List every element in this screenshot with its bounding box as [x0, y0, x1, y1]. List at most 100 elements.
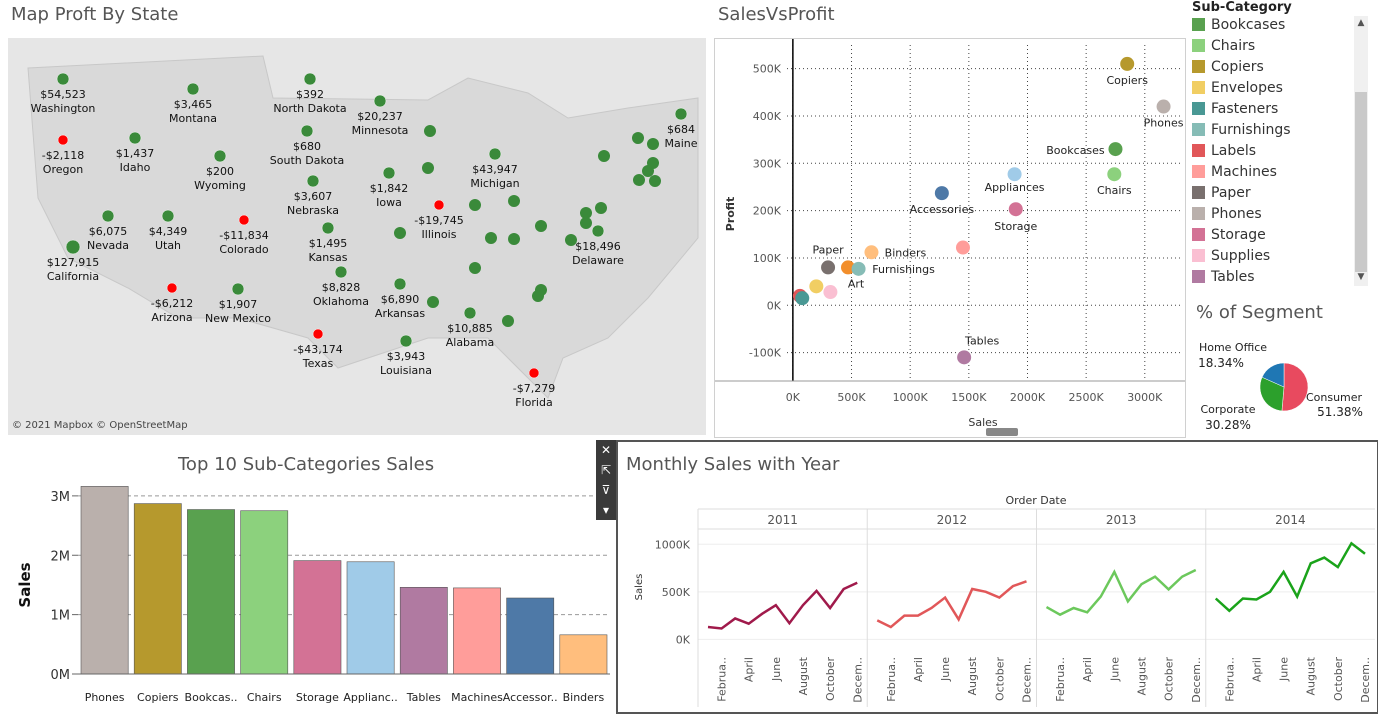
- state-name-label: Nevada: [87, 239, 129, 252]
- legend-label: Machines: [1211, 163, 1277, 180]
- month-tick-label: August: [1135, 656, 1148, 695]
- legend-item[interactable]: Phones: [1192, 203, 1352, 224]
- state-dot-south-dakota: [300, 124, 314, 138]
- state-name-label: Alabama: [446, 336, 495, 349]
- state-dot-new-mexico: [231, 282, 245, 296]
- state-dot: [469, 262, 481, 274]
- y-tick-label: 300K: [753, 157, 782, 170]
- legend-item[interactable]: Storage: [1192, 224, 1352, 245]
- state-dot: [633, 174, 645, 186]
- legend-item[interactable]: Fasteners: [1192, 98, 1352, 119]
- state-dot: [424, 125, 436, 137]
- state-name-label: Colorado: [219, 243, 268, 256]
- legend-label: Labels: [1211, 142, 1257, 159]
- legend-item[interactable]: Tables: [1192, 266, 1352, 287]
- legend-item[interactable]: Chairs: [1192, 35, 1352, 56]
- state-dot-oklahoma: [334, 265, 348, 279]
- y-tick-label: 100K: [753, 252, 782, 265]
- monthly-sales-line-chart[interactable]: Order Date Sales 0K 500K 1000K 2011 Februa.. Ap…: [618, 442, 1377, 712]
- year-header: 2012: [937, 513, 968, 527]
- scroll-up-icon[interactable]: ▲: [1357, 18, 1365, 28]
- top10-bar-chart[interactable]: 0M 1M 2M 3M Sales Phones Copiers Bookcas.. Chair…: [0, 480, 612, 712]
- state-name-label: California: [47, 270, 99, 283]
- state-value-label: -$7,279: [513, 382, 555, 395]
- state-name-label: Wyoming: [194, 179, 246, 192]
- scatter-point-phones: [1156, 99, 1171, 114]
- legend-item[interactable]: Bookcases: [1192, 14, 1352, 35]
- scatter-point-chairs: [1107, 167, 1122, 182]
- state-value-label: $43,947: [472, 163, 518, 176]
- scatter-point-label: Copiers: [1106, 74, 1148, 87]
- state-dot-montana: [186, 82, 200, 96]
- month-tick-label: Decem..: [1190, 657, 1203, 703]
- filter-icon[interactable]: ⊽: [601, 483, 611, 497]
- legend-item[interactable]: Supplies: [1192, 245, 1352, 266]
- legend-item[interactable]: Copiers: [1192, 56, 1352, 77]
- pie-slice-home-office: [1261, 362, 1285, 388]
- y-tick-label: 1000K: [655, 538, 691, 551]
- scatter-point-label: Paper: [812, 243, 844, 256]
- y-tick-label: 0M: [51, 668, 71, 683]
- state-dot-arizona: [166, 282, 178, 294]
- state-dot: [508, 195, 520, 207]
- state-name-label: Texas: [302, 357, 334, 370]
- state-value-label: $200: [206, 165, 234, 178]
- state-dot-oregon: [57, 134, 69, 146]
- legend-scrollbar[interactable]: ▲ ▼: [1354, 16, 1368, 286]
- line-series-2011: [707, 581, 858, 630]
- line-panel[interactable]: Monthly Sales with Year Order Date Sales 0…: [616, 440, 1378, 714]
- scatter-point-label: Phones: [1144, 117, 1184, 130]
- bar-phones: [80, 486, 129, 675]
- scrollbar-thumb[interactable]: [1355, 92, 1367, 272]
- sub-category-legend: Bookcases Chairs Copiers Envelopes Fasteners…: [1192, 14, 1352, 287]
- legend-item[interactable]: Paper: [1192, 182, 1352, 203]
- pie-title: % of Segment: [1196, 302, 1323, 323]
- close-icon[interactable]: ✕: [600, 443, 612, 457]
- legend-label: Paper: [1211, 184, 1251, 201]
- scatter-point-bookcases: [1108, 142, 1123, 157]
- legend-label: Envelopes: [1211, 79, 1283, 96]
- scatter-chart[interactable]: 0K 500K 1000K 1500K 2000K 2500K 3000K -100K 0K 10…: [715, 39, 1185, 437]
- state-value-label: -$43,174: [293, 343, 342, 356]
- legend-item[interactable]: Machines: [1192, 161, 1352, 182]
- state-value-label: -$19,745: [414, 214, 463, 227]
- bar-tables: [399, 587, 448, 675]
- state-value-label: $10,885: [447, 322, 493, 335]
- state-dot: [565, 234, 577, 246]
- scroll-down-icon[interactable]: ▼: [1357, 272, 1365, 282]
- pie-slice-name: Corporate: [1201, 403, 1256, 416]
- scatter-point-label: Bookcases: [1046, 144, 1105, 157]
- month-tick-label: Februa..: [716, 657, 729, 702]
- state-dot-delaware: [591, 224, 605, 238]
- open-external-icon[interactable]: ⇱: [600, 463, 612, 477]
- legend-item[interactable]: Furnishings: [1192, 119, 1352, 140]
- map-panel[interactable]: $54,523 Washington -$2,118 Oregon $1,437 Idah…: [8, 38, 706, 435]
- month-tick-label: June: [939, 657, 952, 682]
- legend-item[interactable]: Envelopes: [1192, 77, 1352, 98]
- month-tick-label: August: [797, 656, 810, 695]
- y-tick-label: 0K: [767, 299, 782, 312]
- scatter-point-envelopes: [809, 279, 824, 294]
- legend-label: Fasteners: [1211, 100, 1279, 117]
- legend-title: Sub-Category: [1192, 0, 1292, 15]
- state-dot: [598, 150, 610, 162]
- legend-item[interactable]: Labels: [1192, 140, 1352, 161]
- resize-handle[interactable]: [986, 428, 1018, 436]
- line-title: Monthly Sales with Year: [626, 454, 840, 475]
- scatter-point-paper: [821, 260, 836, 275]
- year-header: 2013: [1106, 513, 1137, 527]
- state-value-label: $1,907: [219, 298, 258, 311]
- legend-label: Storage: [1211, 226, 1266, 243]
- state-value-label: -$11,834: [219, 229, 268, 242]
- more-options-icon[interactable]: ▾: [602, 503, 610, 517]
- year-header: 2014: [1275, 513, 1306, 527]
- state-dot-maine: [674, 107, 688, 121]
- x-tick-label: 0K: [786, 391, 801, 404]
- state-name-label: South Dakota: [270, 154, 344, 167]
- state-name-label: Utah: [155, 239, 181, 252]
- state-dot: [422, 162, 434, 174]
- state-name-label: North Dakota: [273, 102, 346, 115]
- state-dot: [649, 175, 661, 187]
